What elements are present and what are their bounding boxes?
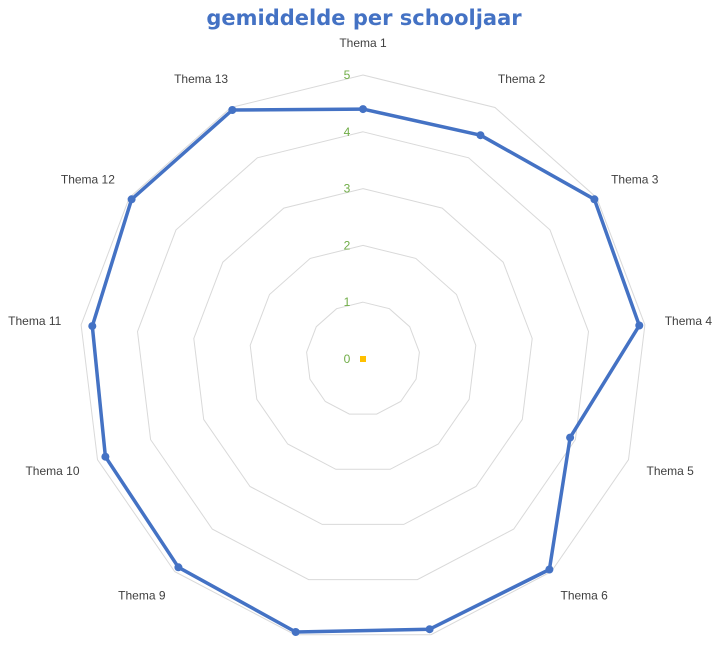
center-marker	[360, 356, 366, 362]
series-layer	[88, 105, 644, 636]
tick-label: 2	[344, 238, 351, 252]
data-point	[476, 131, 485, 140]
category-label: Thema 1	[339, 36, 387, 50]
category-labels: Thema 1 Thema 2 Thema 3 Thema 4 Thema 5 Thema…	[8, 36, 713, 603]
category-label: Thema 10	[25, 464, 79, 478]
data-point	[88, 322, 97, 331]
grid-ring-2	[249, 244, 477, 470]
category-label: Thema 11	[8, 314, 61, 328]
data-point	[359, 105, 367, 114]
data-point	[566, 433, 575, 442]
data-point	[101, 452, 110, 461]
grid-ring-3	[193, 188, 533, 525]
data-point	[228, 106, 237, 114]
grid-ring-1	[306, 301, 420, 415]
grid-ring-5	[80, 74, 646, 636]
grid-ring-4	[136, 131, 590, 581]
data-point	[545, 565, 554, 574]
data-point	[291, 628, 300, 636]
data-point	[127, 195, 136, 204]
series-line	[90, 107, 642, 634]
category-label: Thema 3	[611, 173, 659, 187]
tick-labels: 0 1 2 3 4 5	[344, 68, 351, 366]
category-label: Thema 2	[498, 72, 546, 86]
tick-label: 1	[344, 295, 351, 309]
category-label: Thema 12	[61, 173, 115, 187]
data-point	[590, 195, 599, 204]
category-label: Thema 13	[174, 72, 228, 86]
tick-label: 4	[344, 125, 351, 139]
category-label: Thema 5	[647, 464, 695, 478]
data-point	[425, 625, 434, 634]
chart-title: gemiddelde per schooljaar	[206, 6, 522, 30]
grid-layer	[80, 74, 646, 636]
category-label: Thema 6	[561, 589, 609, 603]
tick-label: 5	[344, 68, 351, 82]
category-label: Thema 9	[118, 589, 166, 603]
tick-label: 0	[344, 352, 351, 366]
data-point	[635, 321, 644, 330]
data-point	[174, 563, 183, 572]
category-label: Thema 4	[665, 314, 713, 328]
tick-label: 3	[344, 182, 351, 196]
